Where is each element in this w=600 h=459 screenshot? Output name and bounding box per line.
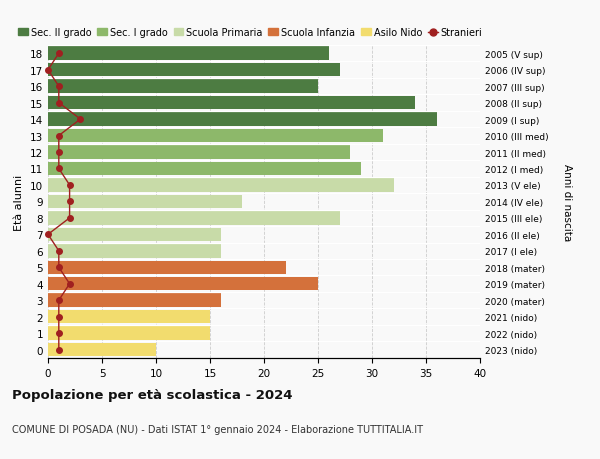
Bar bbox=[48, 113, 437, 127]
Legend: Sec. II grado, Sec. I grado, Scuola Primaria, Scuola Infanzia, Asilo Nido, Stran: Sec. II grado, Sec. I grado, Scuola Prim… bbox=[19, 28, 482, 38]
Bar bbox=[48, 129, 383, 143]
Bar bbox=[48, 47, 329, 61]
Bar bbox=[48, 277, 318, 291]
Bar bbox=[48, 294, 221, 307]
Bar bbox=[48, 327, 210, 340]
Bar bbox=[48, 245, 221, 258]
Bar bbox=[48, 162, 361, 176]
Bar bbox=[48, 195, 242, 209]
Bar bbox=[48, 228, 221, 241]
Y-axis label: Anni di nascita: Anni di nascita bbox=[562, 163, 572, 241]
Bar bbox=[48, 261, 286, 274]
Bar bbox=[48, 97, 415, 110]
Bar bbox=[48, 310, 210, 324]
Bar bbox=[48, 80, 318, 94]
Bar bbox=[48, 343, 156, 357]
Bar bbox=[48, 146, 350, 159]
Text: COMUNE DI POSADA (NU) - Dati ISTAT 1° gennaio 2024 - Elaborazione TUTTITALIA.IT: COMUNE DI POSADA (NU) - Dati ISTAT 1° ge… bbox=[12, 425, 423, 435]
Bar bbox=[48, 179, 394, 192]
Y-axis label: Età alunni: Età alunni bbox=[14, 174, 25, 230]
Bar bbox=[48, 212, 340, 225]
Text: Popolazione per età scolastica - 2024: Popolazione per età scolastica - 2024 bbox=[12, 388, 293, 401]
Bar bbox=[48, 64, 340, 77]
